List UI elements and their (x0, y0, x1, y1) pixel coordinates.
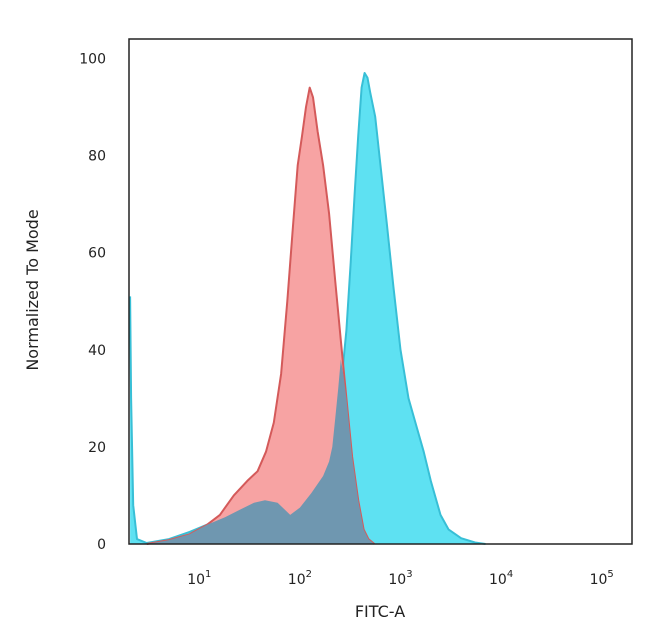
y-tick-label: 0 (97, 537, 106, 553)
y-axis-ticks: 0 20 40 60 80 100 (79, 51, 106, 553)
y-tick-label: 100 (79, 51, 106, 67)
x-tick-label: 104 (489, 569, 513, 588)
x-axis-title: FITC-A (355, 602, 405, 621)
plot-frame (128, 38, 633, 545)
y-tick-label: 60 (88, 246, 106, 262)
series-layer (129, 72, 486, 545)
y-axis-title: Normalized To Mode (23, 209, 42, 370)
y-tick-label: 40 (88, 343, 106, 359)
series-area-3 (146, 359, 375, 544)
series-area-2 (146, 87, 375, 544)
x-tick-label: 103 (388, 569, 412, 588)
x-axis-ticks: 101 102 103 104 105 (187, 569, 614, 588)
y-tick-label: 80 (88, 149, 106, 165)
x-tick-label: 105 (590, 569, 614, 588)
series-area-1 (130, 73, 486, 544)
x-tick-label: 101 (187, 569, 211, 588)
x-tick-label: 102 (288, 569, 312, 588)
y-tick-label: 20 (88, 440, 106, 456)
